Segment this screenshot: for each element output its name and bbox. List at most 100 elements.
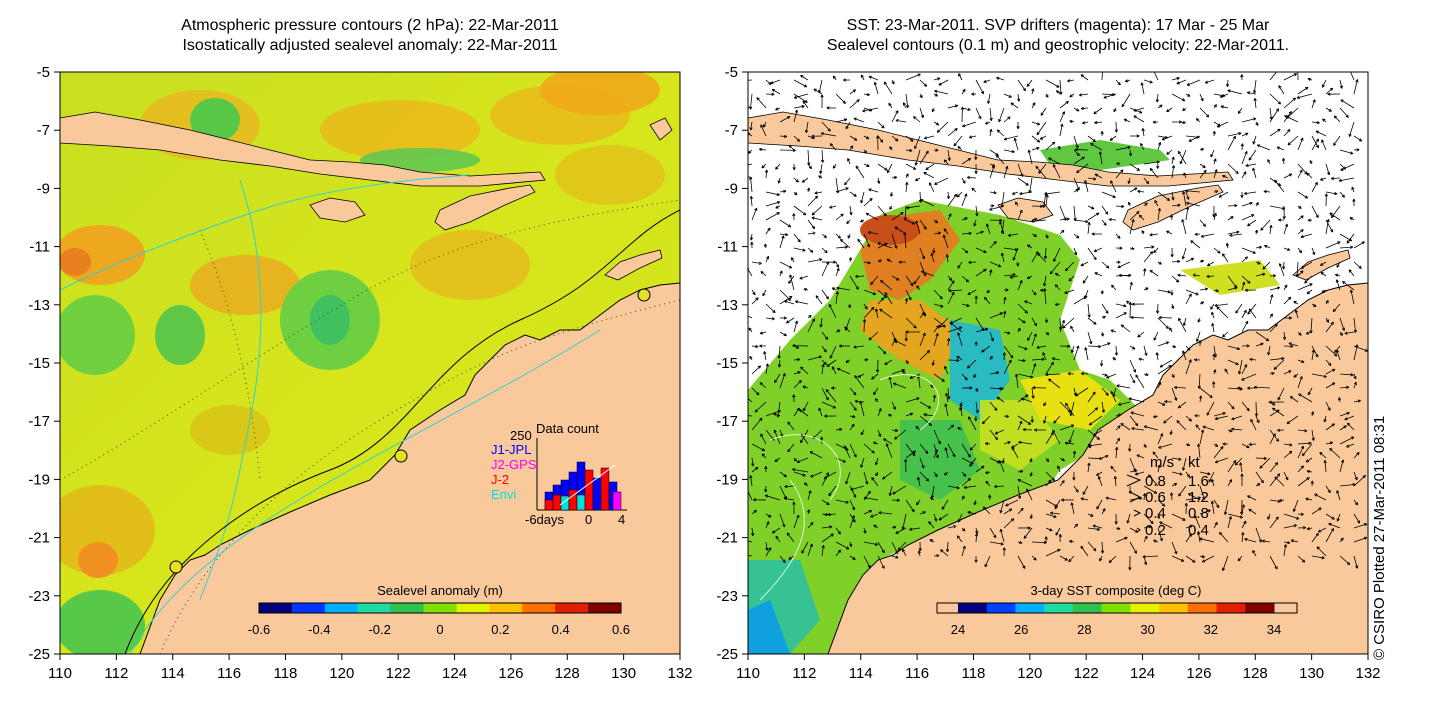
velocity-arrow (1282, 205, 1286, 220)
velocity-key-ms-2: 0.4 (1145, 505, 1166, 522)
velocity-arrow (874, 457, 879, 466)
velocity-arrow (765, 541, 769, 551)
velocity-arrow (905, 219, 916, 225)
velocity-arrow (1323, 460, 1327, 473)
velocity-arrow (1339, 191, 1345, 198)
velocity-arrow (1241, 117, 1257, 123)
velocity-arrow (1248, 149, 1257, 161)
velocity-arrow (1129, 469, 1138, 473)
velocity-arrow (828, 485, 837, 497)
velocity-arrow (877, 177, 881, 184)
velocity-arrow (1185, 191, 1190, 200)
velocity-arrow (1252, 167, 1257, 179)
velocity-arrow (1241, 309, 1247, 319)
velocity-arrow (1048, 378, 1061, 389)
velocity-arrow (1297, 270, 1304, 277)
velocity-arrow (1199, 163, 1206, 169)
velocity-arrow (1182, 457, 1187, 471)
velocity-arrow (1059, 100, 1069, 109)
velocity-arrow (800, 429, 809, 444)
velocity-arrow (893, 339, 907, 347)
right-colorbar-swatches (958, 603, 1275, 613)
velocity-arrow (933, 289, 943, 300)
velocity-arrow (989, 331, 994, 342)
velocity-arrow (888, 102, 893, 109)
velocity-arrow (1129, 415, 1139, 427)
velocity-arrow (1157, 499, 1166, 507)
velocity-arrow (1031, 233, 1038, 237)
islands (60, 111, 673, 281)
velocity-arrow (1021, 397, 1033, 403)
velocity-arrow (1101, 303, 1109, 314)
velocity-arrow (1084, 180, 1089, 193)
velocity-arrow (835, 118, 848, 123)
velocity-arrow (1199, 387, 1213, 399)
velocity-arrow (1224, 368, 1229, 375)
velocity-arrow (821, 387, 829, 401)
velocity-arrow (1227, 204, 1238, 208)
velocity-arrow (863, 92, 871, 97)
velocity-arrow (989, 355, 993, 361)
velocity-arrow (1031, 219, 1047, 223)
velocity-arrow (1027, 331, 1033, 341)
velocity-arrow (751, 466, 759, 473)
velocity-arrow (1321, 139, 1327, 151)
velocity-arrow (751, 457, 755, 467)
velocity-arrow (1213, 443, 1219, 447)
velocity-arrow (1022, 428, 1033, 432)
velocity-arrow (1185, 289, 1199, 296)
velocity-arrow (1241, 401, 1250, 412)
velocity-arrow (945, 541, 950, 553)
velocity-arrow (989, 541, 1004, 546)
velocity-arrow (919, 471, 930, 482)
velocity-arrow (1045, 331, 1050, 336)
velocity-arrow (1096, 471, 1103, 476)
velocity-arrow (1031, 317, 1038, 327)
velocity-arrow (1054, 499, 1061, 510)
velocity-arrow (905, 135, 914, 142)
velocity-arrow (1283, 443, 1293, 447)
velocity-arrow (818, 175, 823, 179)
right-map (748, 72, 1368, 654)
velocity-arrow (787, 443, 795, 453)
velocity-arrow (1108, 555, 1117, 564)
velocity-arrow (901, 513, 907, 530)
velocity-key-header-ms: m/s (1150, 454, 1174, 471)
velocity-arrow (835, 291, 839, 305)
velocity-arrow (860, 457, 865, 468)
velocity-arrow (967, 511, 977, 515)
velocity-arrow (1130, 411, 1145, 417)
inset-xlabel-end: 4 (618, 512, 625, 527)
velocity-arrow (1003, 93, 1012, 98)
velocity-arrow (1187, 493, 1201, 501)
velocity-arrow (1255, 202, 1259, 207)
velocity-arrow (1185, 293, 1192, 305)
velocity-arrow (1241, 171, 1247, 179)
velocity-arrow (1073, 247, 1078, 256)
velocity-arrow (1093, 247, 1103, 253)
velocity-arrow (1073, 523, 1079, 529)
velocity-arrow (1199, 471, 1211, 476)
velocity-arrow (1098, 151, 1103, 165)
velocity-arrow (1206, 261, 1215, 267)
velocity-arrow (947, 485, 960, 490)
velocity-arrow (940, 549, 949, 557)
velocity-arrow (919, 219, 927, 230)
tide-gauges (169, 288, 651, 574)
velocity-arrow (905, 173, 909, 179)
velocity-arrow (792, 163, 796, 171)
velocity-arrow (996, 129, 1005, 137)
velocity-arrow (1325, 191, 1338, 196)
velocity-arrow (800, 74, 809, 81)
velocity-arrow (792, 394, 796, 403)
velocity-arrow (1091, 232, 1103, 236)
velocity-arrow (1241, 520, 1247, 529)
velocity-arrow (949, 322, 963, 333)
velocity-arrow (919, 350, 931, 361)
velocity-arrow (1311, 303, 1317, 308)
colorbar-swatch (522, 603, 556, 613)
velocity-arrow (1101, 205, 1109, 215)
velocity-arrow (1143, 177, 1150, 185)
velocity-arrow (1185, 533, 1193, 543)
velocity-arrow (983, 79, 991, 83)
